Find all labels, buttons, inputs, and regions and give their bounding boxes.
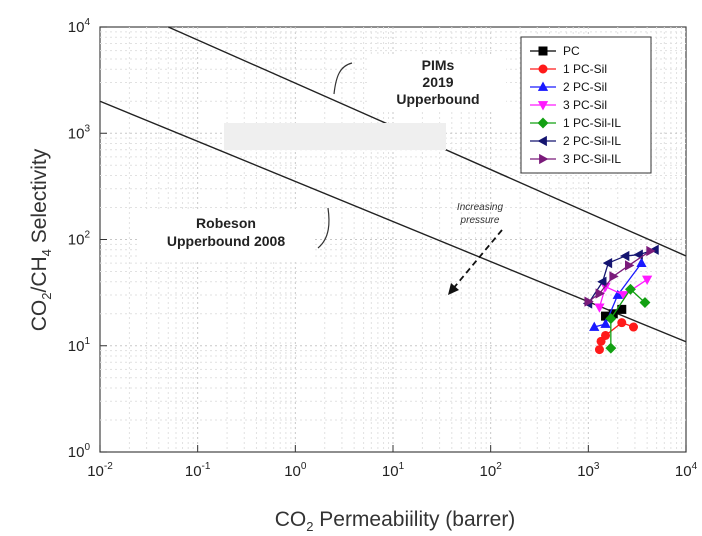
data-point-1-pc-sil [594, 345, 604, 355]
x-axis-title: CO2 Permeabiility (barrer) [275, 508, 516, 534]
x-tick-label: 10-2 [87, 461, 113, 480]
data-series [582, 244, 659, 355]
robeson-label-box [140, 210, 312, 260]
x-tick-label: 10-1 [185, 461, 211, 480]
data-point-3-pc-sil-il [624, 260, 635, 271]
x-tick-label: 100 [284, 461, 307, 480]
series-3-pc-sil [594, 275, 653, 313]
y-tick-label: 102 [68, 230, 91, 249]
legend-label: 3 PC-Sil [563, 98, 607, 112]
x-tick-label: 102 [480, 461, 503, 480]
legend-label: 3 PC-Sil-IL [563, 152, 621, 166]
legend-marker [538, 64, 548, 74]
legend: PC 1 PC-Sil 2 PC-Sil 3 PC-Sil 1 PC-Sil-IL 2 P… [530, 44, 621, 166]
data-point-2-pc-sil-il [620, 250, 630, 262]
legend-item-1-pc-sil: 1 PC-Sil [530, 62, 607, 76]
x-tick-label: 101 [382, 461, 405, 480]
pressure-arrow [451, 229, 503, 291]
data-point-3-pc-sil-il [584, 296, 594, 307]
data-point-2-pc-sil [600, 318, 611, 328]
legend-marker [538, 46, 548, 56]
data-point-3-pc-sil [594, 303, 605, 313]
y-tick-label: 103 [68, 123, 91, 142]
series-1-pc-sil-il [605, 283, 651, 354]
pims-label-line1: PIMs [422, 57, 455, 73]
data-point-3-pc-sil-il [595, 288, 605, 299]
pims-connector [333, 62, 353, 95]
data-point-2-pc-sil-il [649, 244, 659, 255]
legend-item-2-pc-sil: 2 PC-Sil [530, 80, 607, 94]
series-2-pc-sil [589, 257, 647, 331]
data-point-3-pc-sil-il [646, 245, 656, 257]
y-tick-label: 101 [68, 336, 91, 355]
axis-ticks: 10-2 10-1 100 101 102 103 104 100 101 102 103 104 [68, 17, 698, 480]
series-3-pc-sil-il [584, 245, 656, 307]
series-line-1-pc-sil-il [610, 288, 646, 349]
x-tick-label: 104 [675, 461, 698, 480]
pressure-arrowhead [448, 283, 459, 295]
legend-marker [537, 81, 549, 91]
data-point-3-pc-sil-il [609, 271, 619, 282]
y-tick-label: 104 [68, 17, 91, 36]
pims-label-box [370, 55, 506, 111]
data-point-2-pc-sil [612, 289, 623, 299]
legend-marker [537, 135, 547, 147]
legend-label: 2 PC-Sil-IL [563, 134, 621, 148]
legend-label: 2 PC-Sil [563, 80, 607, 94]
data-point-2-pc-sil-il [602, 257, 613, 269]
pressure-label-line1: Increasing [457, 202, 504, 213]
data-point-1-pc-sil-il [605, 313, 617, 325]
legend-marker [539, 153, 549, 165]
data-point-1-pc-sil-il [624, 283, 636, 295]
x-tick-label: 103 [577, 461, 600, 480]
legend-item-3-pc-sil-il: 3 PC-Sil-IL [530, 152, 621, 166]
pims-label-line2: 2019 [422, 74, 453, 90]
data-point-2-pc-sil [636, 257, 647, 267]
legend-marker [537, 117, 549, 129]
legend-item-1-pc-sil-il: 1 PC-Sil-IL [530, 116, 621, 130]
data-point-1-pc-sil-il [605, 342, 617, 354]
robeson-connector [317, 207, 330, 249]
legend-label: PC [563, 44, 580, 58]
series-line-2-pc-sil [594, 262, 642, 328]
legend-marker [537, 101, 549, 111]
legend-label: 1 PC-Sil-IL [563, 116, 621, 130]
legend-label: 1 PC-Sil [563, 62, 607, 76]
robeson-label-line1: Robeson [196, 215, 256, 231]
legend-item-2-pc-sil-il: 2 PC-Sil-IL [530, 134, 621, 148]
data-point-1-pc-sil [628, 322, 638, 332]
pims-label-line3: Upperbound [396, 91, 479, 107]
y-axis-title: CO2/CH4 Selectivity [28, 148, 54, 331]
data-point-1-pc-sil [601, 330, 611, 340]
legend-item-3-pc-sil: 3 PC-Sil [530, 98, 607, 112]
legend-item-pc: PC [530, 44, 580, 58]
series-line-3-pc-sil [598, 278, 648, 308]
series-1-pc-sil [594, 318, 638, 355]
robeson-label-line2: Upperbound 2008 [167, 233, 285, 249]
data-point-1-pc-sil-il [639, 297, 651, 309]
data-point-1-pc-sil [617, 318, 627, 328]
y-tick-label: 100 [68, 442, 91, 461]
faint-band [224, 123, 446, 150]
pressure-label-line2: pressure [460, 215, 500, 226]
data-point-2-pc-sil-il [597, 276, 607, 287]
data-point-2-pc-sil [589, 321, 600, 331]
data-point-3-pc-sil [642, 275, 653, 285]
